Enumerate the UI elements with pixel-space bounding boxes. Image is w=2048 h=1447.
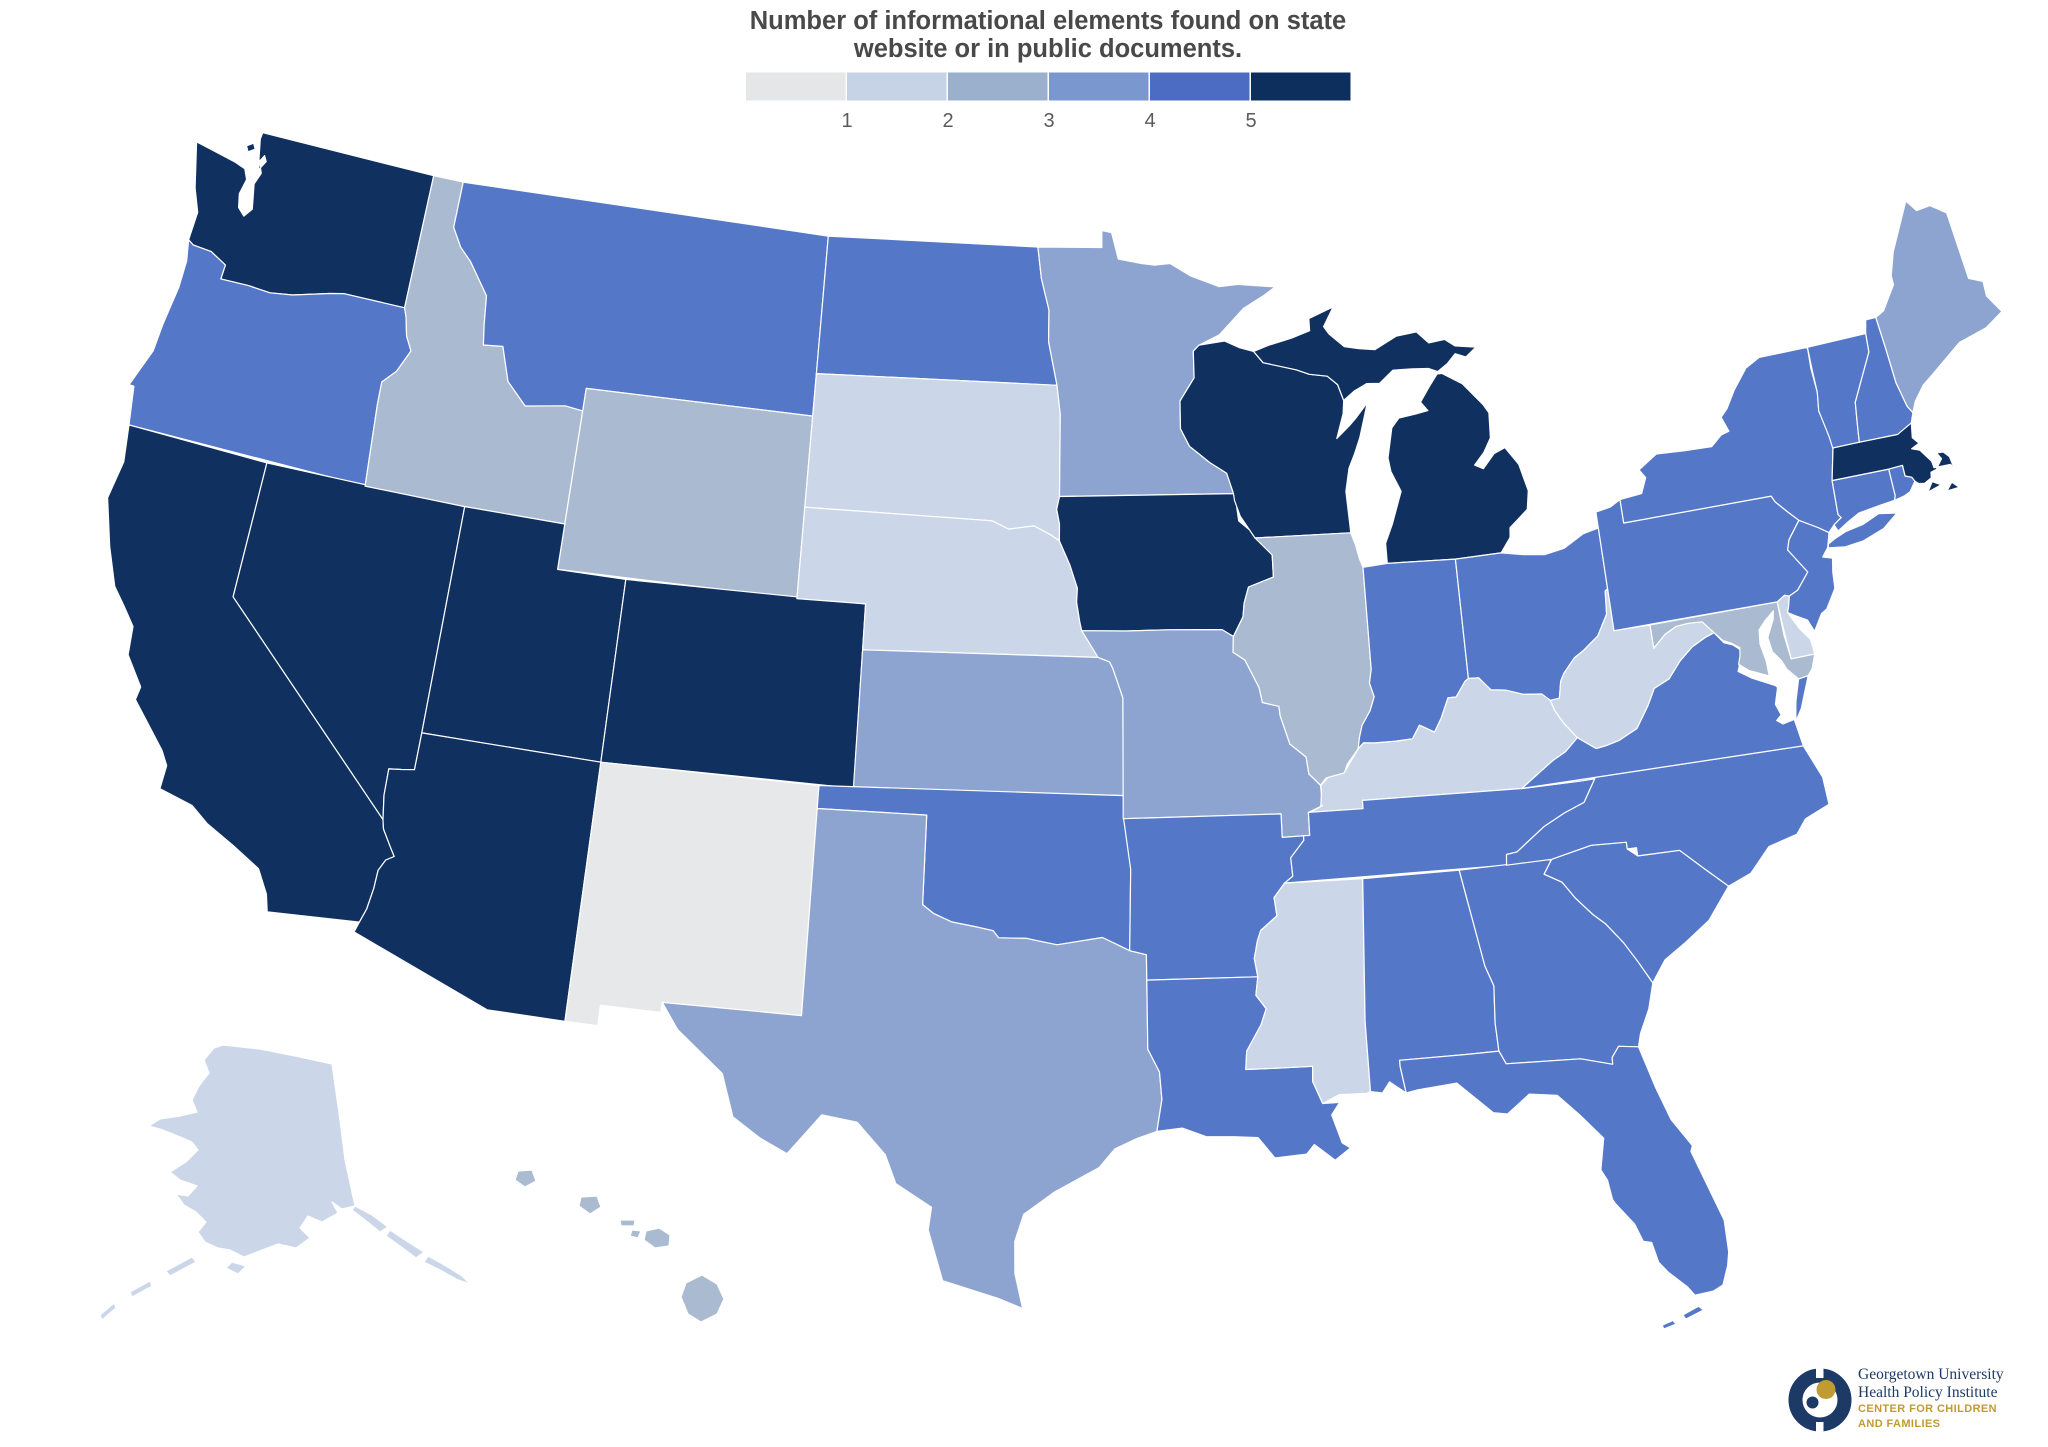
- svg-text:Number of informational elemen: Number of informational elements found o…: [750, 7, 1346, 35]
- svg-text:5: 5: [1245, 110, 1256, 132]
- svg-text:4: 4: [1144, 110, 1155, 132]
- svg-text:AND FAMILIES: AND FAMILIES: [1858, 1418, 1940, 1430]
- svg-text:Georgetown University: Georgetown University: [1858, 1366, 2004, 1383]
- svg-text:3: 3: [1043, 110, 1054, 132]
- svg-text:1: 1: [841, 110, 852, 132]
- svg-text:CENTER FOR CHILDREN: CENTER FOR CHILDREN: [1858, 1403, 1997, 1415]
- svg-text:2: 2: [942, 110, 953, 132]
- svg-text:website or in public documents: website or in public documents.: [853, 35, 1242, 63]
- svg-text:Health Policy Institute: Health Policy Institute: [1858, 1384, 1998, 1401]
